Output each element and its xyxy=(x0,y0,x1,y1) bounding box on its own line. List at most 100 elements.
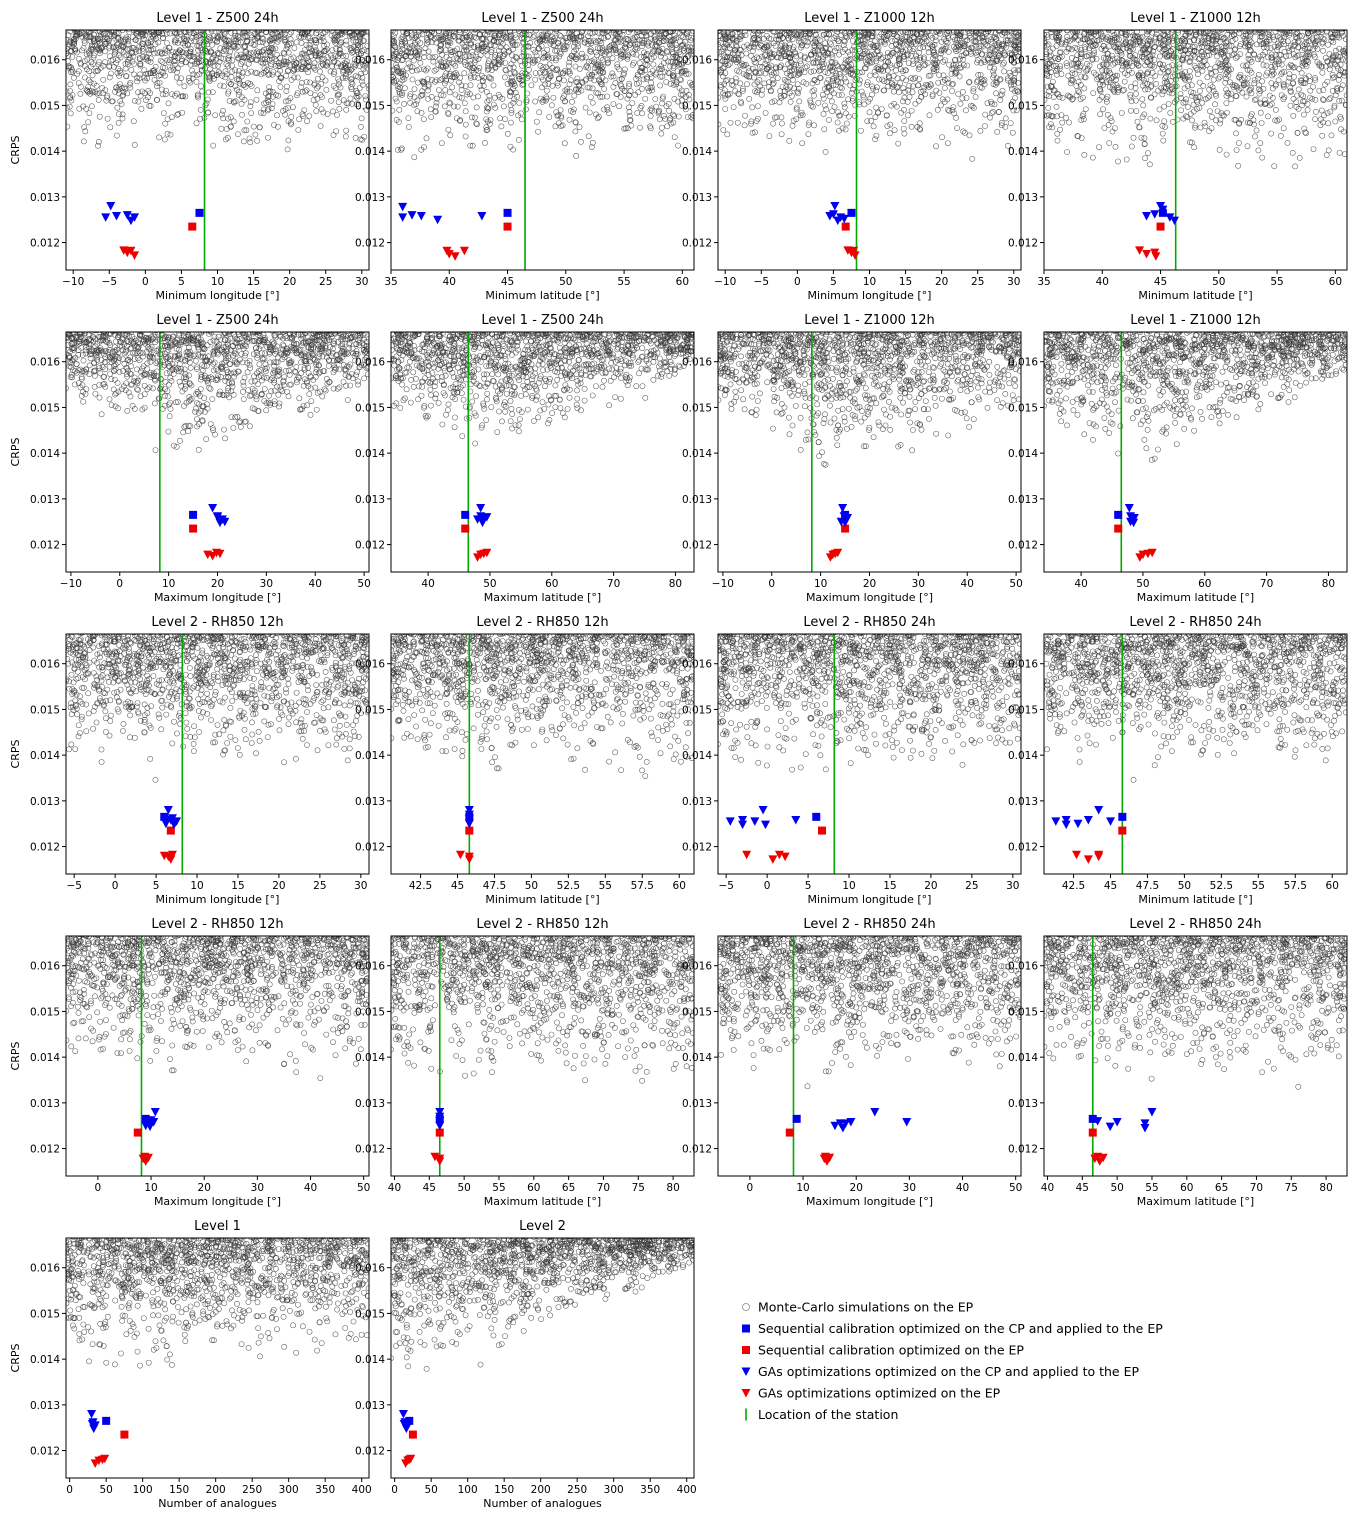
mc-point xyxy=(136,99,141,104)
mc-point xyxy=(458,75,463,80)
mc-point xyxy=(779,115,784,120)
mc-point xyxy=(283,112,288,117)
mc-point xyxy=(800,141,805,146)
mc-point xyxy=(959,23,964,28)
mc-point xyxy=(790,77,795,82)
mc-point xyxy=(767,134,772,139)
mc-point xyxy=(402,23,407,28)
ga-cp-marker xyxy=(398,203,407,212)
mc-point xyxy=(127,21,132,26)
mc-point xyxy=(437,22,442,27)
mc-point xyxy=(342,25,347,30)
mc-point xyxy=(960,20,965,25)
mc-point xyxy=(245,119,250,124)
mc-point xyxy=(195,92,200,97)
mc-point xyxy=(78,19,83,24)
mc-point xyxy=(982,123,987,128)
x-tick-label: 25 xyxy=(319,276,332,288)
mc-point xyxy=(153,42,158,47)
mc-point xyxy=(625,36,630,41)
mc-point xyxy=(116,24,121,29)
mc-point xyxy=(1011,24,1016,29)
mc-point xyxy=(983,20,988,25)
mc-point xyxy=(115,105,120,110)
mc-point xyxy=(606,20,611,25)
mc-point xyxy=(230,69,235,74)
mc-point xyxy=(115,23,120,28)
mc-point xyxy=(323,24,328,29)
mc-point xyxy=(722,23,727,28)
mc-point xyxy=(484,109,489,114)
mc-point xyxy=(775,19,780,24)
mc-point xyxy=(67,104,72,109)
mc-point xyxy=(289,21,294,26)
mc-point xyxy=(305,119,310,124)
mc-point xyxy=(672,96,677,101)
mc-point xyxy=(357,85,362,90)
mc-point xyxy=(532,33,537,38)
mc-point xyxy=(641,22,646,27)
mc-point xyxy=(1005,20,1010,25)
mc-point xyxy=(357,21,362,26)
mc-point xyxy=(812,88,817,93)
mc-point xyxy=(916,98,921,103)
y-tick-label: 0.013 xyxy=(682,192,712,204)
x-tick-label: 5 xyxy=(830,276,837,288)
mc-point xyxy=(105,116,110,121)
mc-point xyxy=(287,31,292,36)
mc-point xyxy=(544,88,549,93)
mc-point xyxy=(995,21,1000,26)
mc-point xyxy=(353,21,358,26)
mc-point xyxy=(648,21,653,26)
mc-point xyxy=(807,27,812,32)
mc-point xyxy=(253,132,258,137)
mc-point xyxy=(295,22,300,27)
mc-point xyxy=(1010,130,1015,135)
mc-point xyxy=(424,136,429,141)
mc-point xyxy=(104,98,109,103)
mc-point xyxy=(278,84,283,89)
mc-point xyxy=(132,142,137,147)
mc-point xyxy=(659,131,664,136)
mc-point xyxy=(769,23,774,28)
mc-point xyxy=(930,35,935,40)
mc-point xyxy=(949,21,954,26)
mc-point xyxy=(768,25,773,30)
mc-point xyxy=(77,19,82,24)
mc-point xyxy=(334,129,339,134)
mc-point xyxy=(99,24,104,29)
mc-point xyxy=(992,23,997,28)
mc-point xyxy=(843,111,848,116)
mc-point xyxy=(668,116,673,121)
mc-point xyxy=(629,123,634,128)
mc-point xyxy=(721,24,726,29)
mc-point xyxy=(1007,70,1012,75)
mc-point xyxy=(623,20,628,25)
mc-point xyxy=(418,93,423,98)
mc-point xyxy=(139,106,144,111)
mc-point xyxy=(428,19,433,24)
mc-point xyxy=(790,21,795,26)
mc-point xyxy=(345,21,350,26)
mc-point xyxy=(421,117,426,122)
mc-point xyxy=(429,21,434,26)
mc-point xyxy=(777,100,782,105)
y-tick-label: 0.015 xyxy=(682,100,712,112)
mc-point xyxy=(466,25,471,30)
panel-title: Level 1 - Z500 24h xyxy=(156,11,278,26)
mc-point xyxy=(508,144,513,149)
mc-point xyxy=(586,134,591,139)
mc-point xyxy=(796,21,801,26)
mc-point xyxy=(255,88,260,93)
mc-point xyxy=(757,24,762,29)
mc-point xyxy=(101,21,106,26)
mc-point xyxy=(639,19,644,24)
mc-point xyxy=(982,25,987,30)
mc-point xyxy=(81,139,86,144)
mc-point xyxy=(448,133,453,138)
mc-point xyxy=(979,85,984,90)
mc-point xyxy=(1018,19,1023,24)
mc-point xyxy=(68,82,73,87)
mc-point xyxy=(338,85,343,90)
mc-point xyxy=(900,75,905,80)
